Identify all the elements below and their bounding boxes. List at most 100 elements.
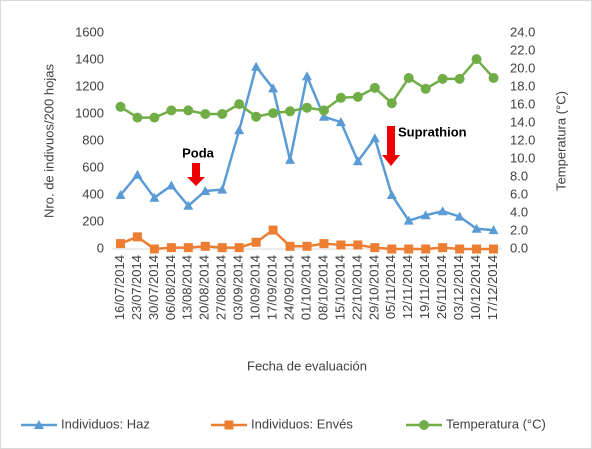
point <box>268 83 279 93</box>
point <box>386 190 397 199</box>
x-tick-label: 17/12/2014 <box>485 255 500 320</box>
point <box>472 244 482 254</box>
annotation-arrow <box>382 126 400 166</box>
point <box>224 420 234 430</box>
point <box>200 185 211 195</box>
point <box>370 243 380 253</box>
point <box>403 73 414 83</box>
legend-label: Individuos: Haz <box>61 416 150 431</box>
point <box>183 200 194 210</box>
y2-tick-label: 4.0 <box>510 204 528 219</box>
point <box>285 154 296 164</box>
x-tick-label: 10/09/2014 <box>248 255 263 320</box>
y-tick-label: 200 <box>82 213 104 228</box>
point <box>353 240 363 250</box>
point <box>183 105 194 116</box>
x-tick-label: 23/07/2014 <box>129 255 144 320</box>
y-tick-label: 400 <box>82 186 104 201</box>
point <box>200 109 211 119</box>
point <box>132 112 143 123</box>
point <box>318 105 329 116</box>
point <box>149 192 160 202</box>
y-tick-label: 1600 <box>75 24 104 39</box>
y2-tick-label: 18.0 <box>510 78 535 93</box>
x-tick-label: 29/10/2014 <box>366 255 381 320</box>
x-tick-label: 13/08/2014 <box>180 255 195 320</box>
point <box>352 91 363 102</box>
point <box>268 225 278 235</box>
x-tick-label: 03/09/2014 <box>231 255 246 320</box>
y-tick-label: 600 <box>82 159 104 174</box>
x-tick-label: 01/10/2014 <box>298 255 313 320</box>
x-tick-label: 20/08/2014 <box>197 255 212 320</box>
point <box>302 102 312 113</box>
legend-label: Temperatura (°C) <box>446 416 546 431</box>
point <box>234 243 244 253</box>
y2-axis-title: Temperatura (°C) <box>553 91 568 191</box>
y-tick-label: 0 <box>97 240 104 255</box>
point <box>369 133 380 143</box>
point <box>200 241 210 251</box>
point <box>369 82 380 93</box>
point <box>471 54 482 65</box>
x-axis-title: Fecha de evaluación <box>247 358 367 373</box>
point <box>420 210 431 220</box>
x-tick-label: 15/10/2014 <box>332 255 347 320</box>
point <box>471 223 482 233</box>
point <box>454 211 465 221</box>
y-axis-title: Nro. de indivuos/200 hojas <box>41 64 56 218</box>
y2-tick-label: 14.0 <box>510 114 535 129</box>
point <box>217 184 228 194</box>
x-tick-label: 03/12/2014 <box>451 255 466 320</box>
x-tick-label: 19/11/2014 <box>417 255 432 319</box>
annotation: Suprathion <box>398 124 467 139</box>
y2-tick-label: 20.0 <box>510 60 535 75</box>
y-tick-label: 1400 <box>75 51 104 66</box>
point <box>166 105 177 116</box>
y2-tick-label: 24.0 <box>510 24 535 39</box>
x-tick-label: 30/07/2014 <box>146 255 161 320</box>
point <box>217 109 228 119</box>
point <box>34 420 44 429</box>
point <box>217 243 227 253</box>
annotation: Poda <box>182 145 215 160</box>
point <box>421 244 431 254</box>
point <box>268 108 279 119</box>
x-tick-label: 16/07/2014 <box>112 255 127 320</box>
point <box>234 99 245 110</box>
point <box>420 83 431 94</box>
y-tick-label: 1200 <box>75 78 104 93</box>
point <box>318 111 329 121</box>
point <box>149 244 159 254</box>
y2-tick-label: 22.0 <box>510 42 535 57</box>
point <box>352 156 363 166</box>
y2-tick-label: 12.0 <box>510 132 535 147</box>
point <box>183 243 193 253</box>
x-tick-label: 10/12/2014 <box>468 255 483 320</box>
point <box>335 117 346 127</box>
y2-tick-label: 0.0 <box>510 240 528 255</box>
point <box>285 241 295 251</box>
annotation-arrow <box>187 163 205 186</box>
point <box>302 241 312 251</box>
x-tick-label: 22/10/2014 <box>349 255 364 320</box>
point <box>403 215 414 225</box>
y-tick-label: 800 <box>82 132 104 147</box>
point <box>455 244 465 254</box>
point <box>386 98 397 109</box>
point <box>149 112 160 123</box>
y2-tick-label: 10.0 <box>510 150 535 165</box>
point <box>166 243 176 253</box>
point <box>488 225 499 235</box>
point <box>438 243 448 253</box>
x-tick-label: 05/11/2014 <box>383 255 398 319</box>
x-tick-label: 12/11/2014 <box>400 255 415 319</box>
y2-tick-label: 8.0 <box>510 168 528 183</box>
y2-tick-label: 2.0 <box>510 222 528 237</box>
x-tick-label: 17/09/2014 <box>265 255 280 320</box>
y2-tick-label: 16.0 <box>510 96 535 111</box>
x-tick-label: 24/09/2014 <box>281 255 296 320</box>
point <box>251 111 262 122</box>
point <box>132 232 142 242</box>
point <box>115 101 126 112</box>
